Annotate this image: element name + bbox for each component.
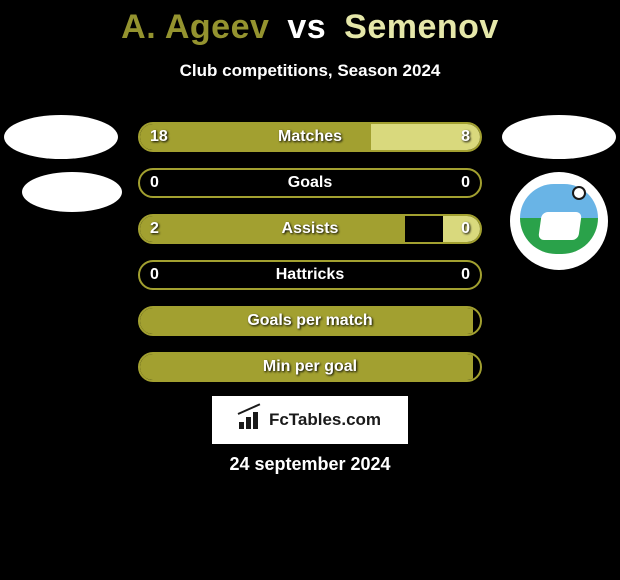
fill-right — [443, 216, 480, 242]
source-label: FcTables.com — [269, 410, 381, 430]
vs-label: vs — [287, 8, 326, 46]
stat-row: 20Assists — [138, 214, 482, 244]
stat-row: 0 0Hattricks — [138, 260, 482, 290]
bar-chart-icon — [239, 411, 261, 429]
player2-club-logo — [510, 172, 608, 270]
value-left: 0 — [150, 262, 159, 288]
stat-row: Min per goal — [138, 352, 482, 382]
player1-name: A. Ageev — [121, 8, 269, 46]
fill-right — [371, 124, 480, 150]
stat-row: Goals per match — [138, 306, 482, 336]
fill-left — [140, 354, 473, 380]
stat-label: Hattricks — [140, 262, 480, 288]
player2-avatar — [502, 115, 616, 159]
player1-avatar — [4, 115, 118, 159]
stat-rows: 188Matches00Goals20Assists00HattricksGoa… — [138, 122, 482, 398]
stat-row: 0 0Goals — [138, 168, 482, 198]
fill-left — [140, 308, 473, 334]
subtitle: Club competitions, Season 2024 — [0, 61, 620, 81]
stat-row: 188Matches — [138, 122, 482, 152]
date-label: 24 september 2024 — [0, 454, 620, 475]
comparison-card: A. Ageev vs Semenov Club competitions, S… — [0, 0, 620, 580]
player1-club-logo — [22, 172, 122, 212]
fill-left — [140, 216, 405, 242]
source-badge[interactable]: FcTables.com — [212, 396, 408, 444]
fill-left — [140, 124, 371, 150]
player2-name: Semenov — [344, 8, 499, 46]
value-right: 0 — [461, 170, 470, 196]
value-left: 0 — [150, 170, 159, 196]
page-title: A. Ageev vs Semenov — [0, 0, 620, 47]
stat-label: Goals — [140, 170, 480, 196]
value-right: 0 — [461, 262, 470, 288]
